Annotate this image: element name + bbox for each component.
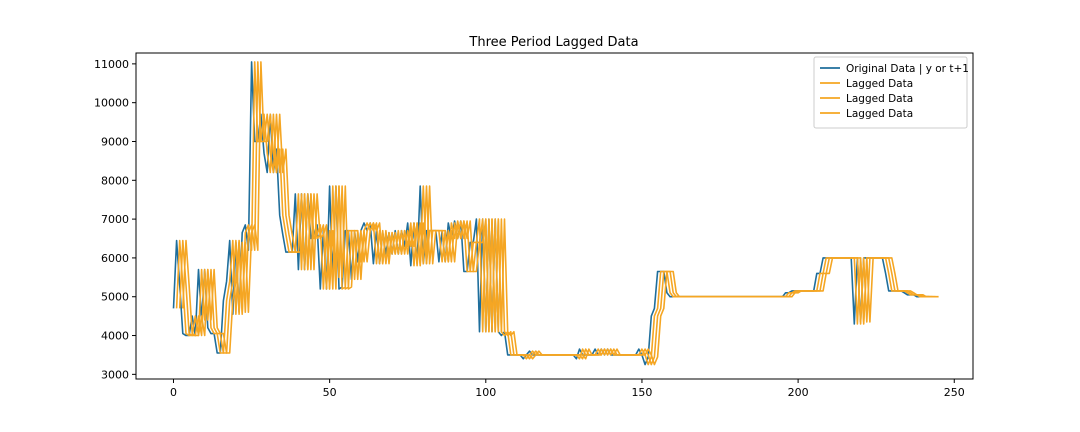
legend: Original Data | y or t+1 Lagged Data Lagge… — [813, 56, 969, 129]
legend-label: Lagged Data — [846, 108, 913, 120]
y-tick-label: 9000 — [101, 135, 129, 148]
series-line-3 — [182, 61, 939, 366]
y-tick-label: 10000 — [94, 97, 129, 110]
legend-label: Lagged Data — [846, 93, 913, 105]
y-axis: 3000 4000 5000 6000 7000 8000 9000 10000 11000 — [94, 58, 136, 381]
x-tick-label: 100 — [475, 386, 496, 399]
x-tick-label: 0 — [170, 386, 177, 399]
plot-frame — [135, 52, 974, 380]
x-tick-label: 150 — [631, 386, 652, 399]
x-tick-label: 50 — [323, 386, 337, 399]
x-axis: 0 50 100 150 200 250 — [170, 379, 965, 399]
y-tick-label: 11000 — [94, 58, 129, 71]
x-tick-label: 200 — [788, 386, 809, 399]
plot-lines — [172, 61, 939, 366]
chart-title: Three Period Lagged Data — [468, 35, 638, 50]
x-tick-label: 250 — [944, 386, 965, 399]
legend-label: Original Data | y or t+1 — [846, 63, 969, 75]
y-tick-label: 4000 — [101, 330, 129, 343]
y-tick-label: 8000 — [101, 174, 129, 187]
legend-box — [813, 56, 968, 129]
legend-label: Lagged Data — [846, 78, 913, 90]
y-tick-label: 6000 — [101, 252, 129, 265]
y-tick-label: 3000 — [101, 368, 129, 381]
y-tick-label: 7000 — [101, 213, 129, 226]
y-tick-label: 5000 — [101, 291, 129, 304]
